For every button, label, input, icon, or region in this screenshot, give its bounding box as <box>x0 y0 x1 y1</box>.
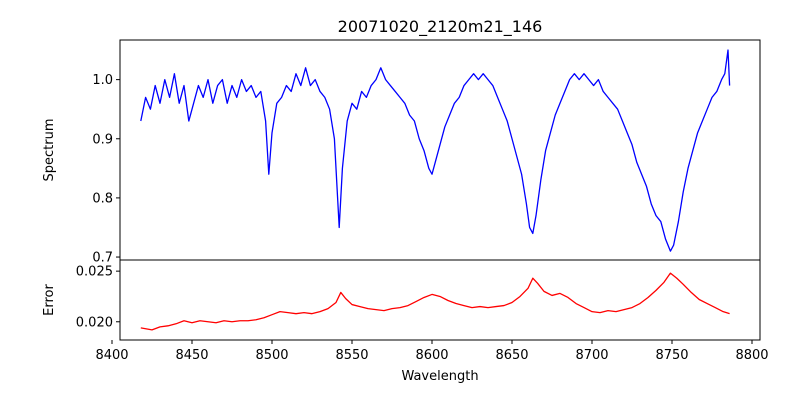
error-panel-series-line-0 <box>140 272 730 331</box>
x-tick-label-2: 8500 <box>255 348 288 363</box>
x-tick-label-4: 8600 <box>415 348 448 363</box>
error-panel-y-tick-label-0: 0.020 <box>76 315 113 330</box>
chart-title: 20071020_2120m21_146 <box>338 17 543 37</box>
spectrum-panel-series-line-0 <box>140 49 731 252</box>
x-tick-label-3: 8550 <box>335 348 368 363</box>
error-panel-frame <box>119 259 761 341</box>
x-tick-label-1: 8450 <box>175 348 208 363</box>
error-panel-y-axis-label: Error <box>42 284 57 316</box>
x-tick-label-7: 8750 <box>655 348 688 363</box>
spectrum-panel-y-axis-label: Spectrum <box>42 119 57 182</box>
x-tick-label-6: 8700 <box>575 348 608 363</box>
spectrum-panel-frame <box>119 39 761 261</box>
x-tick-label-8: 8800 <box>735 348 768 363</box>
x-tick-label-0: 8400 <box>95 348 128 363</box>
spectrum-panel-y-tick-label-0: 0.7 <box>92 251 113 266</box>
spectrum-panel: 0.7 0.8 0.9 1.0 Spectrum <box>42 39 761 266</box>
x-tick-label-5: 8650 <box>495 348 528 363</box>
spectrum-panel-y-tick-label-2: 0.9 <box>92 132 113 147</box>
error-panel-y-tick-label-1: 0.025 <box>76 265 113 280</box>
x-axis-label: Wavelength <box>401 369 478 384</box>
error-panel: 0.020 0.025 Error 8400 8450 8500 8550 8600 8650 8… <box>42 259 769 363</box>
spectrum-panel-y-tick-label-3: 1.0 <box>92 73 113 88</box>
spectrum-panel-y-tick-label-1: 0.8 <box>92 191 113 206</box>
